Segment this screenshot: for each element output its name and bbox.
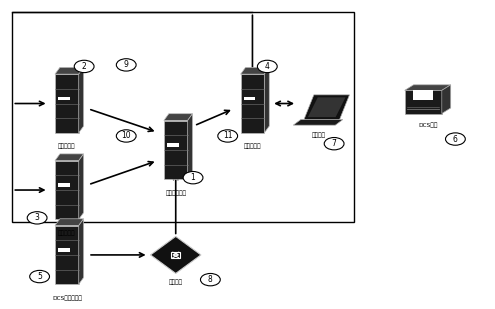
- Circle shape: [116, 59, 136, 71]
- Circle shape: [116, 130, 136, 142]
- Polygon shape: [79, 67, 84, 133]
- Polygon shape: [264, 67, 269, 133]
- Text: 4: 4: [265, 62, 270, 71]
- Text: DCS终端: DCS终端: [418, 122, 438, 128]
- Circle shape: [218, 130, 238, 142]
- Polygon shape: [55, 161, 79, 219]
- Polygon shape: [164, 114, 193, 121]
- Text: 9: 9: [124, 60, 129, 70]
- Text: 1: 1: [191, 173, 196, 182]
- Bar: [167, 143, 179, 147]
- Polygon shape: [55, 67, 84, 74]
- Text: 数据处理系统: 数据处理系统: [165, 190, 186, 196]
- Circle shape: [74, 60, 94, 73]
- Text: 典型作业库: 典型作业库: [58, 144, 76, 149]
- Polygon shape: [304, 95, 349, 120]
- Polygon shape: [55, 219, 84, 226]
- Polygon shape: [150, 236, 201, 273]
- Text: 输出终端: 输出终端: [311, 133, 325, 138]
- Text: DCS数据服务器: DCS数据服务器: [52, 295, 82, 301]
- Circle shape: [30, 270, 50, 283]
- Text: 6: 6: [453, 134, 458, 144]
- Bar: [405, 90, 442, 113]
- Polygon shape: [405, 85, 450, 90]
- Circle shape: [200, 273, 220, 286]
- Text: 7: 7: [332, 139, 337, 148]
- Text: 3: 3: [35, 213, 40, 222]
- Text: 8: 8: [208, 275, 213, 284]
- Text: 事故案例库: 事故案例库: [58, 230, 76, 236]
- Bar: [12, 12, 354, 222]
- Text: 10: 10: [121, 131, 131, 141]
- Polygon shape: [55, 226, 79, 284]
- Text: 5: 5: [37, 272, 42, 281]
- Polygon shape: [164, 121, 188, 179]
- Polygon shape: [442, 85, 450, 113]
- Circle shape: [446, 133, 465, 145]
- Polygon shape: [188, 114, 193, 179]
- Bar: [413, 90, 434, 100]
- Polygon shape: [241, 67, 269, 74]
- Polygon shape: [293, 120, 343, 125]
- Polygon shape: [79, 219, 84, 284]
- Circle shape: [27, 212, 47, 224]
- Bar: [58, 97, 70, 100]
- Polygon shape: [308, 97, 346, 117]
- Text: 11: 11: [223, 131, 233, 141]
- Text: 隔离网关: 隔离网关: [169, 279, 183, 285]
- Polygon shape: [241, 74, 264, 133]
- Circle shape: [324, 138, 344, 150]
- Circle shape: [183, 171, 203, 184]
- Bar: [58, 184, 70, 187]
- Bar: [171, 252, 180, 257]
- Bar: [244, 97, 255, 100]
- Polygon shape: [55, 154, 84, 161]
- Text: 2: 2: [82, 62, 87, 71]
- Polygon shape: [55, 74, 79, 133]
- Polygon shape: [79, 154, 84, 219]
- Text: 发布服务器: 发布服务器: [244, 144, 261, 149]
- Bar: [58, 248, 70, 252]
- Circle shape: [257, 60, 277, 73]
